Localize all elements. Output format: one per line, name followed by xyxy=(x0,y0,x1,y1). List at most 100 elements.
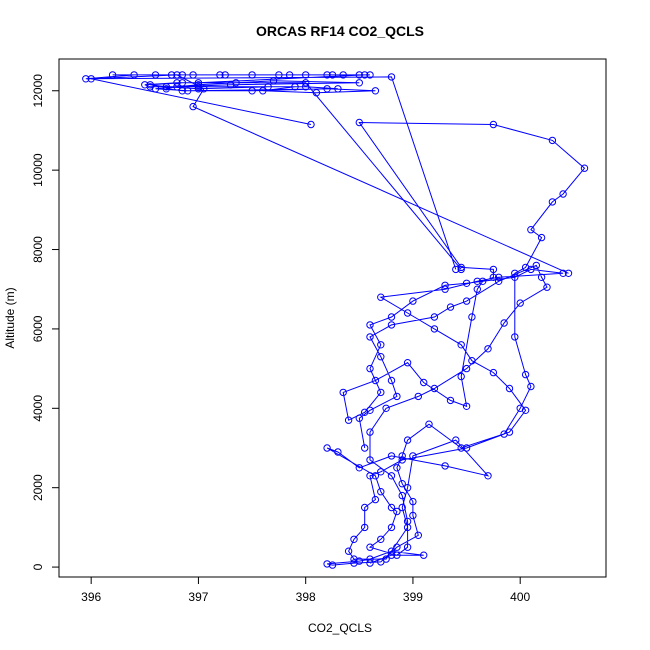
data-point xyxy=(141,81,149,89)
data-point xyxy=(366,428,374,436)
y-tick-label: 12000 xyxy=(31,74,45,108)
data-point xyxy=(173,83,181,91)
data-point xyxy=(462,402,471,410)
data-point xyxy=(291,83,299,91)
data-point xyxy=(323,85,331,93)
data-point xyxy=(398,503,406,512)
data-point xyxy=(382,404,390,412)
series-line-1 xyxy=(326,121,586,566)
data-point xyxy=(366,364,374,373)
data-point xyxy=(500,430,508,438)
data-point xyxy=(302,71,310,79)
data-point xyxy=(387,547,396,555)
data-point xyxy=(226,81,235,89)
data-point xyxy=(521,263,530,272)
data-point xyxy=(377,535,385,543)
data-point xyxy=(468,313,476,321)
data-point xyxy=(537,273,546,281)
data-point xyxy=(366,555,374,563)
data-point xyxy=(543,283,551,291)
data-point xyxy=(200,85,208,93)
data-point xyxy=(216,71,224,79)
data-point xyxy=(312,89,321,97)
data-point xyxy=(334,448,342,456)
data-point xyxy=(489,368,498,377)
data-point xyxy=(366,333,374,341)
data-point xyxy=(393,464,401,472)
data-point xyxy=(366,71,374,79)
data-point xyxy=(328,561,337,569)
data-point xyxy=(221,71,229,79)
data-point xyxy=(403,517,412,526)
data-point xyxy=(527,382,535,391)
data-point xyxy=(516,299,524,307)
data-point xyxy=(371,472,380,480)
data-point xyxy=(377,388,385,397)
data-point xyxy=(387,472,396,480)
data-point xyxy=(409,297,417,305)
data-point xyxy=(285,71,294,79)
data-point xyxy=(393,392,401,401)
data-point xyxy=(420,378,428,387)
data-point xyxy=(457,265,465,274)
data-point xyxy=(489,120,498,129)
data-point xyxy=(511,269,519,277)
data-point xyxy=(398,480,406,488)
chart-title: ORCAS RF14 CO2_QCLS xyxy=(256,23,424,39)
data-point xyxy=(452,436,460,444)
data-point xyxy=(511,273,519,281)
data-point xyxy=(350,555,358,563)
data-point xyxy=(564,269,573,277)
data-point xyxy=(559,190,567,198)
data-point xyxy=(162,85,171,93)
data-point xyxy=(184,87,192,95)
data-point xyxy=(511,333,519,341)
y-axis: 0 2000 4000 6000 8000 10000 12000 xyxy=(31,74,60,570)
data-point xyxy=(409,511,417,520)
data-point xyxy=(559,269,567,277)
data-point xyxy=(350,535,358,543)
data-point xyxy=(355,464,363,472)
data-point xyxy=(366,406,374,414)
data-point xyxy=(441,285,449,293)
data-point xyxy=(516,404,524,412)
data-point xyxy=(500,319,508,327)
data-point xyxy=(403,484,412,492)
y-axis-label: Altitude (m) xyxy=(3,287,17,348)
data-point xyxy=(178,87,187,95)
data-point xyxy=(387,551,396,559)
data-point xyxy=(87,75,95,83)
data-point xyxy=(452,265,460,274)
data-point xyxy=(162,83,171,91)
data-point xyxy=(366,456,374,464)
data-point xyxy=(457,372,465,381)
data-point xyxy=(146,81,154,89)
x-axis: 396 397 398 399 400 xyxy=(81,576,531,604)
data-point xyxy=(548,198,557,206)
data-point xyxy=(403,436,412,444)
plot-area xyxy=(82,71,589,569)
data-point xyxy=(393,543,401,551)
data-point xyxy=(495,277,503,285)
data-point xyxy=(473,277,481,285)
data-point xyxy=(430,325,439,333)
data-point xyxy=(173,79,181,87)
data-point xyxy=(361,71,369,79)
x-tick-label: 398 xyxy=(296,590,316,604)
data-point xyxy=(409,497,417,506)
data-point xyxy=(377,468,385,476)
data-point xyxy=(275,71,283,79)
y-tick-label: 6000 xyxy=(31,315,45,342)
data-point xyxy=(355,71,363,79)
data-point xyxy=(462,364,471,373)
data-point xyxy=(387,73,396,81)
data-point xyxy=(189,71,197,79)
y-tick-label: 2000 xyxy=(31,474,45,501)
data-point xyxy=(377,293,385,301)
y-tick-label: 0 xyxy=(31,563,45,570)
data-point xyxy=(479,277,487,285)
y-tick-label: 4000 xyxy=(31,395,45,422)
data-point xyxy=(264,83,272,91)
data-point xyxy=(420,551,428,559)
